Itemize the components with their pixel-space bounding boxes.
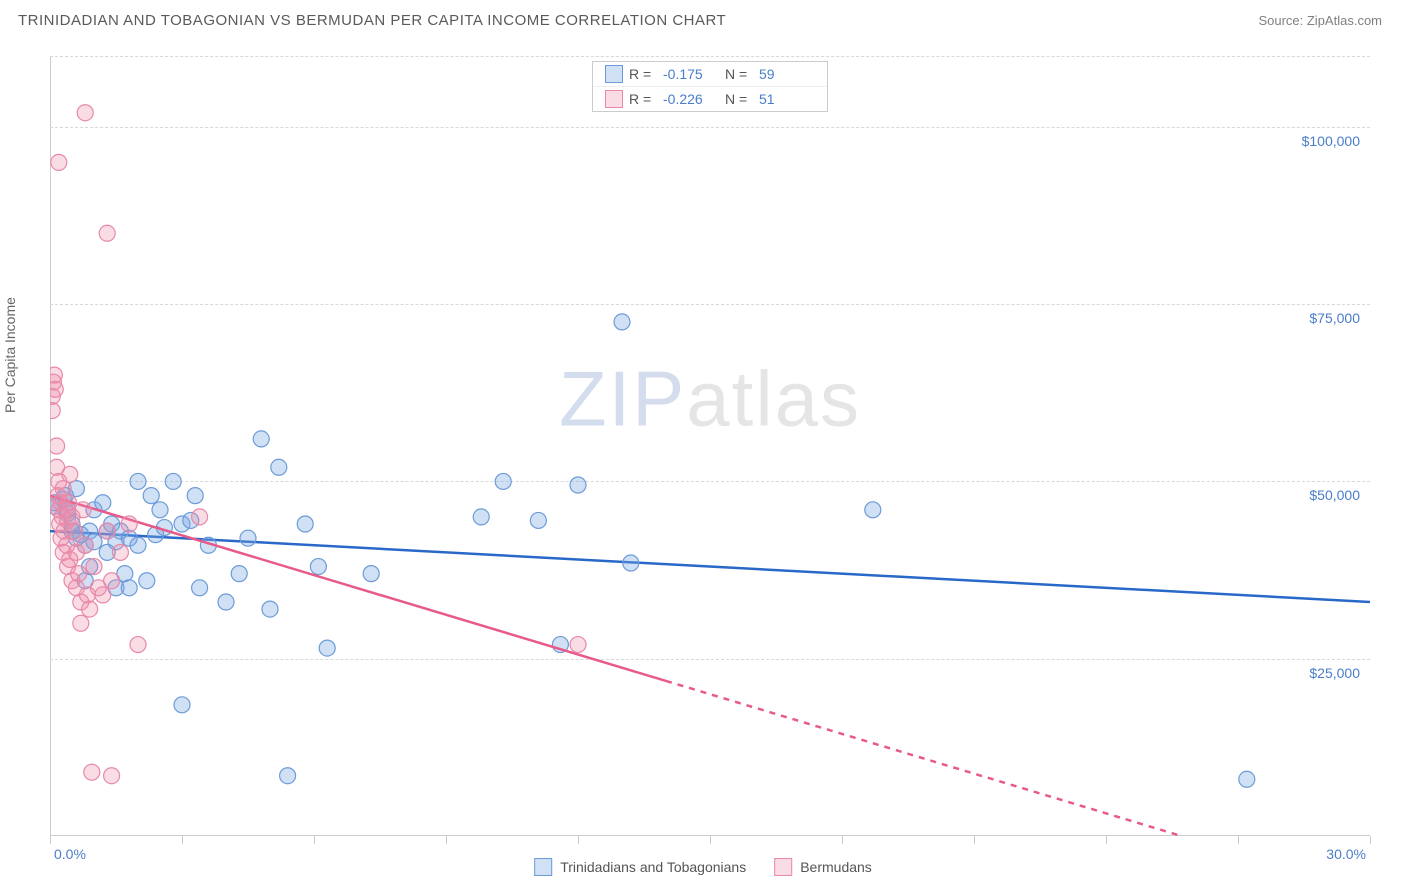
x-tick <box>1106 836 1107 844</box>
data-point-series2 <box>62 466 78 482</box>
swatch-series2 <box>774 858 792 876</box>
data-point-series2 <box>50 403 60 419</box>
data-point-series1 <box>187 488 203 504</box>
legend-item-series2: Bermudans <box>774 858 872 876</box>
x-tick <box>314 836 315 844</box>
r-label: R = <box>629 91 657 107</box>
data-point-series1 <box>530 512 546 528</box>
data-point-series2 <box>75 502 91 518</box>
data-point-series2 <box>104 768 120 784</box>
r-label: R = <box>629 66 657 82</box>
x-tick-label: 30.0% <box>1326 846 1366 862</box>
data-point-series1 <box>218 594 234 610</box>
data-point-series2 <box>192 509 208 525</box>
data-point-series1 <box>473 509 489 525</box>
n-label: N = <box>725 91 753 107</box>
data-point-series2 <box>60 495 76 511</box>
data-point-series2 <box>51 154 67 170</box>
data-point-series2 <box>104 573 120 589</box>
data-point-series1 <box>319 640 335 656</box>
data-point-series2 <box>66 523 82 539</box>
data-point-series2 <box>121 516 137 532</box>
data-point-series1 <box>297 516 313 532</box>
data-point-series1 <box>165 473 181 489</box>
n-value-series2: 51 <box>759 91 815 107</box>
n-value-series1: 59 <box>759 66 815 82</box>
x-tick <box>578 836 579 844</box>
data-point-series2 <box>73 615 89 631</box>
data-point-series1 <box>192 580 208 596</box>
x-tick <box>1238 836 1239 844</box>
data-point-series1 <box>495 473 511 489</box>
data-point-series1 <box>231 566 247 582</box>
x-tick <box>50 836 51 844</box>
data-point-series1 <box>121 580 137 596</box>
bottom-legend: Trinidadians and Tobagonians Bermudans <box>534 858 872 876</box>
data-point-series2 <box>50 381 63 397</box>
data-point-series2 <box>84 764 100 780</box>
data-point-series1 <box>570 477 586 493</box>
data-point-series1 <box>95 495 111 511</box>
legend-label-series2: Bermudans <box>800 859 872 875</box>
data-point-series2 <box>130 637 146 653</box>
data-point-series1 <box>253 431 269 447</box>
data-point-series2 <box>99 225 115 241</box>
x-tick-label: 0.0% <box>54 846 86 862</box>
swatch-series2 <box>605 90 623 108</box>
data-point-series2 <box>99 523 115 539</box>
x-tick <box>842 836 843 844</box>
x-tick <box>974 836 975 844</box>
r-value-series2: -0.226 <box>663 91 719 107</box>
data-point-series2 <box>50 367 62 383</box>
data-point-series1 <box>174 697 190 713</box>
data-point-series1 <box>280 768 296 784</box>
data-point-series2 <box>50 438 65 454</box>
r-value-series1: -0.175 <box>663 66 719 82</box>
data-point-series2 <box>570 637 586 653</box>
stats-row-series1: R = -0.175 N = 59 <box>593 62 827 86</box>
data-point-series1 <box>240 530 256 546</box>
plot-area: ZIPatlas R = -0.175 N = 59 R = -0.226 N … <box>50 56 1370 836</box>
stats-legend: R = -0.175 N = 59 R = -0.226 N = 51 <box>592 61 828 112</box>
x-tick <box>1370 836 1371 844</box>
legend-item-series1: Trinidadians and Tobagonians <box>534 858 746 876</box>
data-point-series2 <box>112 544 128 560</box>
chart-source: Source: ZipAtlas.com <box>1258 13 1382 28</box>
data-point-series2 <box>82 601 98 617</box>
chart-title: TRINIDADIAN AND TOBAGONIAN VS BERMUDAN P… <box>18 12 726 29</box>
x-tick <box>446 836 447 844</box>
data-point-series1 <box>614 314 630 330</box>
data-point-series2 <box>86 559 102 575</box>
regression-line-series2 <box>666 681 1181 836</box>
data-point-series2 <box>77 105 93 121</box>
data-point-series1 <box>130 473 146 489</box>
data-point-series2 <box>95 587 111 603</box>
data-point-series1 <box>363 566 379 582</box>
n-label: N = <box>725 66 753 82</box>
data-point-series1 <box>139 573 155 589</box>
data-point-series1 <box>1239 771 1255 787</box>
data-point-series1 <box>143 488 159 504</box>
legend-label-series1: Trinidadians and Tobagonians <box>560 859 746 875</box>
x-tick <box>182 836 183 844</box>
plot-svg <box>50 56 1370 836</box>
data-point-series1 <box>262 601 278 617</box>
y-axis-label: Per Capita Income <box>2 297 18 413</box>
chart-container: Per Capita Income ZIPatlas R = -0.175 N … <box>18 48 1388 878</box>
swatch-series1 <box>605 65 623 83</box>
data-point-series1 <box>865 502 881 518</box>
data-point-series1 <box>130 537 146 553</box>
regression-line-series2 <box>50 496 666 681</box>
x-tick <box>710 836 711 844</box>
data-point-series1 <box>623 555 639 571</box>
data-point-series1 <box>152 502 168 518</box>
data-point-series1 <box>271 459 287 475</box>
swatch-series1 <box>534 858 552 876</box>
data-point-series2 <box>77 537 93 553</box>
data-point-series1 <box>310 559 326 575</box>
stats-row-series2: R = -0.226 N = 51 <box>593 86 827 111</box>
data-point-series2 <box>71 566 87 582</box>
